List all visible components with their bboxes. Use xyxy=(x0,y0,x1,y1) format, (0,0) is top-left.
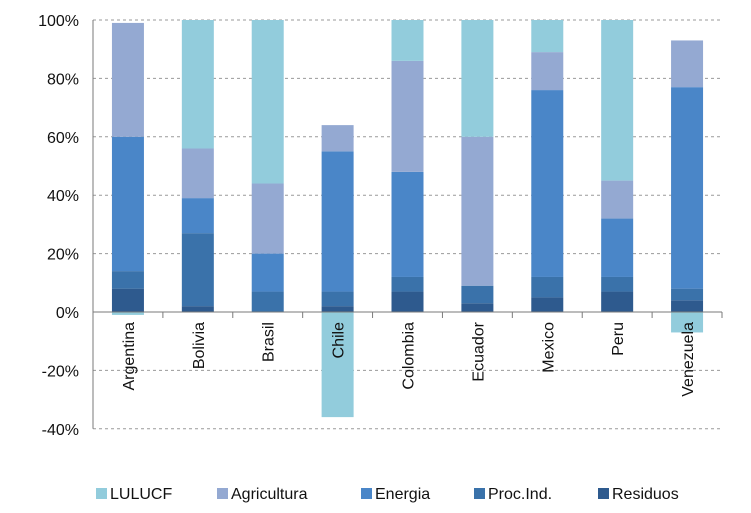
axes xyxy=(92,20,723,429)
legend-label: Residuos xyxy=(612,486,679,503)
bar-segment-lulucf-argentina xyxy=(111,312,144,315)
bar-segment-lulucf-venezuela xyxy=(671,312,704,333)
bars xyxy=(111,20,704,418)
bar-segment-agricultura-colombia xyxy=(391,60,424,172)
bar-segment-energia-brasil xyxy=(251,253,284,292)
bar-segment-agricultura-bolivia xyxy=(181,148,214,199)
bar-segment-agricultura-brasil xyxy=(251,183,284,254)
y-tick-label: -40% xyxy=(42,422,79,439)
legend-swatch-residuos xyxy=(598,488,609,499)
bar-segment-agricultura-ecuador xyxy=(461,136,494,286)
bar-segment-residuos-colombia xyxy=(391,291,424,312)
y-tick-label: 60% xyxy=(47,130,79,147)
bar-segment-residuos-bolivia xyxy=(181,306,214,312)
legend-label: Agricultura xyxy=(231,486,308,503)
bar-segment-agricultura-chile xyxy=(321,125,354,152)
bar-segment-proc-ind--peru xyxy=(601,276,634,292)
legend: LULUCF Agricultura Energia Proc.Ind. Residuo… xyxy=(96,486,679,503)
bar-segment-proc-ind--brasil xyxy=(251,291,284,312)
bar-segment-lulucf-peru xyxy=(601,20,634,181)
legend-label: Energia xyxy=(375,486,430,503)
x-category-label: Ecuador xyxy=(470,321,487,381)
bar-segment-residuos-ecuador xyxy=(461,303,494,312)
legend-swatch-proc-ind- xyxy=(474,488,485,499)
legend-swatch-energia xyxy=(361,488,372,499)
bar-segment-proc-ind--mexico xyxy=(531,276,564,298)
bar-segment-proc-ind--venezuela xyxy=(671,288,704,301)
bar-segment-proc-ind--chile xyxy=(321,291,354,307)
x-category-label: Mexico xyxy=(540,322,557,373)
bar-segment-proc-ind--colombia xyxy=(391,276,424,292)
bar-segment-proc-ind--ecuador xyxy=(461,285,494,304)
bar-segment-lulucf-ecuador xyxy=(461,20,494,137)
bar-segment-lulucf-mexico xyxy=(531,20,564,53)
y-tick-label: 80% xyxy=(47,71,79,88)
x-category-label: Argentina xyxy=(121,322,138,391)
x-category-label: Venezuela xyxy=(680,322,697,397)
legend-swatch-agricultura xyxy=(217,488,228,499)
bar-segment-residuos-venezuela xyxy=(671,300,704,312)
bar-segment-lulucf-bolivia xyxy=(181,20,214,149)
x-category-label: Bolivia xyxy=(191,322,208,369)
bar-segment-residuos-peru xyxy=(601,291,634,312)
bar-segment-lulucf-colombia xyxy=(391,20,424,61)
bar-segment-residuos-argentina xyxy=(111,288,144,312)
bar-segment-lulucf-brasil xyxy=(251,20,284,184)
x-category-label: Peru xyxy=(610,322,627,356)
legend-label: LULUCF xyxy=(110,486,172,503)
bar-segment-residuos-mexico xyxy=(531,297,564,312)
x-axis-category-labels: Argentina Bolivia Brasil Chile Colombia Ecuad… xyxy=(121,321,697,396)
y-tick-label: 100% xyxy=(38,13,79,30)
bar-segment-energia-venezuela xyxy=(671,87,704,289)
bar-segment-agricultura-argentina xyxy=(111,22,144,137)
legend-label: Proc.Ind. xyxy=(488,486,552,503)
bar-segment-lulucf-chile xyxy=(321,312,354,418)
y-tick-label: 20% xyxy=(47,247,79,264)
bar-segment-agricultura-mexico xyxy=(531,52,564,91)
bar-segment-energia-peru xyxy=(601,218,634,277)
x-category-label: Brasil xyxy=(261,322,278,362)
bar-segment-energia-chile xyxy=(321,151,354,292)
bar-segment-proc-ind--argentina xyxy=(111,271,144,289)
bar-segment-energia-colombia xyxy=(391,171,424,277)
legend-swatch-lulucf xyxy=(96,488,107,499)
x-category-label: Colombia xyxy=(401,322,418,390)
bar-segment-agricultura-venezuela xyxy=(671,40,704,88)
bar-segment-energia-argentina xyxy=(111,136,144,272)
bar-segment-proc-ind--bolivia xyxy=(181,233,214,307)
bar-segment-residuos-chile xyxy=(321,306,354,312)
y-tick-label: -20% xyxy=(42,363,79,380)
y-axis-tick-labels: 100% 80% 60% 40% 20% 0% -20% -40% xyxy=(38,13,79,439)
bar-segment-energia-bolivia xyxy=(181,198,214,234)
x-category-label: Chile xyxy=(331,322,348,359)
y-tick-label: 0% xyxy=(56,305,79,322)
bar-segment-agricultura-peru xyxy=(601,180,634,219)
bar-segment-energia-mexico xyxy=(531,90,564,277)
y-tick-label: 40% xyxy=(47,188,79,205)
